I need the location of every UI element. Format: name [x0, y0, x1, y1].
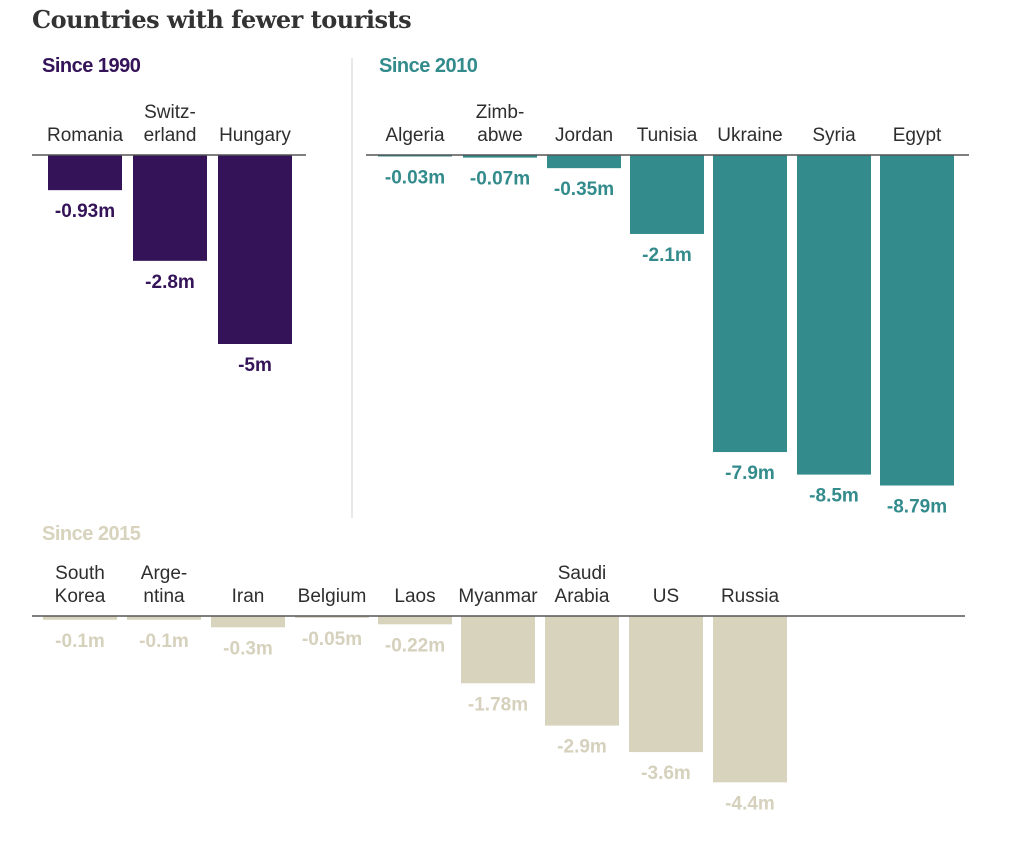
category-label: Arge-: [141, 563, 187, 584]
category-label: Ukraine: [717, 125, 782, 146]
value-label: -7.9m: [725, 463, 775, 484]
category-label: Belgium: [298, 586, 367, 607]
bar-myanmar: [461, 616, 535, 684]
value-label: -0.3m: [223, 638, 273, 659]
value-label: -8.79m: [887, 497, 947, 518]
category-label: Romania: [47, 125, 123, 146]
category-label: Jordan: [555, 125, 613, 146]
category-label: Syria: [812, 125, 856, 146]
panel-since-2010: Since 2010 Algeria -0.03m Zimb-abwe -0.07m Jo…: [366, 55, 969, 518]
panel-title: Since 2015: [42, 523, 141, 545]
value-label: -0.1m: [55, 631, 105, 652]
bar-zimbabwe: [463, 155, 537, 158]
category-label: Iran: [232, 586, 265, 607]
value-label: -0.07m: [470, 169, 530, 190]
bar-syria: [797, 155, 871, 475]
panel-title: Since 1990: [42, 55, 141, 77]
chart-title: Countries with fewer tourists: [32, 5, 411, 34]
value-label: -5m: [238, 355, 272, 376]
category-label: abwe: [477, 125, 522, 146]
value-label: -1.78m: [468, 694, 528, 715]
bar-switzerland: [133, 155, 207, 261]
value-label: -8.5m: [809, 486, 859, 507]
bar-argentina: [127, 616, 201, 620]
category-label: erland: [144, 125, 197, 146]
category-label: Algeria: [385, 125, 445, 146]
bar-tunisia: [630, 155, 704, 234]
category-label: Egypt: [893, 125, 942, 146]
bar-belgium: [295, 616, 369, 618]
bar-egypt: [880, 155, 954, 486]
value-label: -2.1m: [642, 245, 692, 266]
category-label: Russia: [721, 586, 780, 607]
panel-title: Since 2010: [379, 55, 478, 77]
bar-jordan: [547, 155, 621, 169]
bar-saudi-arabia: [545, 616, 619, 726]
category-label: Tunisia: [637, 125, 698, 146]
category-label: South: [55, 563, 105, 584]
value-label: -2.9m: [557, 737, 607, 758]
value-label: -0.05m: [302, 629, 362, 650]
bar-hungary: [218, 155, 292, 344]
bar-russia: [713, 616, 787, 783]
value-label: -0.93m: [55, 201, 115, 222]
panel-since-1990: Since 1990 Romania -0.93m Switz-erland -2.8m…: [32, 55, 306, 376]
value-label: -0.35m: [554, 179, 614, 200]
bar-us: [629, 616, 703, 753]
value-label: -3.6m: [641, 763, 691, 784]
category-label: Myanmar: [458, 586, 538, 607]
value-label: -2.8m: [145, 272, 195, 293]
category-label: Korea: [55, 586, 106, 607]
category-label: ntina: [143, 586, 185, 607]
category-label: Arabia: [555, 586, 610, 607]
value-label: -0.1m: [139, 631, 189, 652]
value-label: -4.4m: [725, 793, 775, 814]
bar-ukraine: [713, 155, 787, 453]
panels: Since 1990 Romania -0.93m Switz-erland -2.8m…: [32, 55, 969, 814]
value-label: -0.03m: [385, 168, 445, 189]
category-label: US: [653, 586, 679, 607]
category-label: Laos: [394, 586, 435, 607]
category-label: Switz-: [144, 102, 196, 123]
value-label: -0.22m: [385, 635, 445, 656]
bar-laos: [378, 616, 452, 625]
category-label: Hungary: [219, 125, 291, 146]
bar-south-korea: [43, 616, 117, 620]
bar-iran: [211, 616, 285, 628]
category-label: Saudi: [558, 563, 607, 584]
category-label: Zimb-: [476, 102, 525, 123]
bar-romania: [48, 155, 122, 191]
